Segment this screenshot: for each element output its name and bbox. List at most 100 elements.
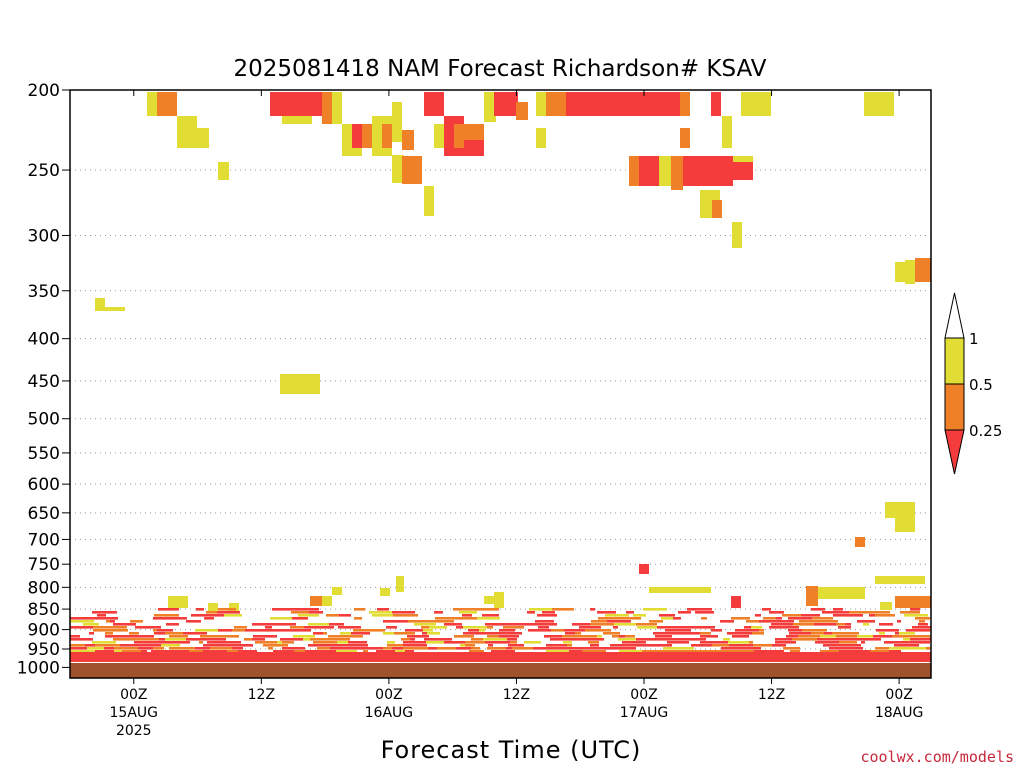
colorbar-bin-orange bbox=[944, 383, 965, 431]
bl-cell-156 bbox=[429, 626, 437, 629]
bl-cell-336 bbox=[282, 641, 294, 644]
bl-cell-251 bbox=[200, 635, 215, 638]
bl-cell-58 bbox=[633, 614, 646, 617]
bl-cell-275 bbox=[798, 635, 816, 638]
bl-cell-254 bbox=[293, 635, 315, 638]
bl-cell-70 bbox=[70, 617, 82, 620]
bl-cell-205 bbox=[788, 629, 802, 632]
bl-cell-246 bbox=[70, 635, 80, 638]
bl-cell-221 bbox=[394, 632, 415, 635]
bl-cell-255 bbox=[328, 635, 340, 638]
bl-cell-348 bbox=[524, 641, 541, 644]
ri-cell-60 bbox=[332, 587, 342, 595]
bl-cell-207 bbox=[876, 629, 899, 632]
bl-cell-465 bbox=[316, 650, 336, 653]
bl-cell-167 bbox=[667, 626, 677, 629]
y-tick-label-450: 450 bbox=[28, 372, 60, 392]
bl-cell-19 bbox=[92, 611, 117, 614]
bl-cell-225 bbox=[467, 632, 491, 635]
ri-cell-70 bbox=[895, 596, 931, 608]
ri-cell-62 bbox=[322, 596, 332, 606]
bl-cell-279 bbox=[857, 635, 867, 638]
bl-cell-326 bbox=[92, 641, 116, 644]
bl-cell-383 bbox=[460, 644, 465, 647]
bl-cell-329 bbox=[174, 641, 178, 644]
bl-cell-309 bbox=[589, 638, 594, 641]
bl-cell-398 bbox=[772, 644, 786, 647]
bl-cell-411 bbox=[210, 647, 232, 650]
bl-cell-312 bbox=[636, 638, 649, 641]
bl-cell-117 bbox=[166, 623, 179, 626]
bl-cell-79 bbox=[435, 617, 455, 620]
bl-cell-186 bbox=[293, 629, 311, 632]
bl-cell-116 bbox=[113, 623, 136, 626]
bl-cell-51 bbox=[393, 614, 403, 617]
bl-cell-202 bbox=[711, 629, 722, 632]
bl-cell-256 bbox=[340, 635, 363, 638]
bl-cell-308 bbox=[568, 638, 589, 641]
bl-cell-321 bbox=[824, 638, 838, 641]
ri-cell-47 bbox=[95, 298, 105, 310]
bl-cell-211 bbox=[105, 632, 113, 635]
bl-cell-11 bbox=[552, 608, 574, 611]
bl-cell-310 bbox=[594, 638, 604, 641]
bl-cell-233 bbox=[700, 632, 711, 635]
bl-cell-57 bbox=[605, 614, 629, 617]
bl-cell-354 bbox=[721, 641, 728, 644]
bl-cell-196 bbox=[564, 629, 581, 632]
bl-cell-5 bbox=[354, 608, 365, 611]
bl-cell-454 bbox=[141, 650, 147, 653]
bl-cell-118 bbox=[252, 623, 277, 626]
bl-cell-136 bbox=[793, 623, 814, 626]
x-tick-label-6-0: 00Z bbox=[885, 687, 912, 703]
ri-cell-51 bbox=[915, 258, 931, 282]
bl-cell-37 bbox=[839, 611, 849, 614]
bl-cell-468 bbox=[376, 650, 395, 653]
bl-cell-82 bbox=[598, 617, 618, 620]
bl-cell-63 bbox=[801, 614, 814, 617]
ri-cell-15 bbox=[402, 130, 414, 150]
bl-cell-130 bbox=[541, 623, 557, 626]
bl-cell-384 bbox=[465, 644, 475, 647]
bl-cell-245 bbox=[899, 632, 915, 635]
x-tick-label-0-1: 15AUG bbox=[110, 705, 159, 721]
bl-cell-430 bbox=[506, 647, 512, 650]
ri-cell-66 bbox=[168, 596, 188, 608]
bl-cell-283 bbox=[911, 635, 920, 638]
bl-cell-262 bbox=[544, 635, 562, 638]
ri-cell-28 bbox=[536, 128, 546, 148]
bl-cell-443 bbox=[829, 647, 838, 650]
bl-cell-343 bbox=[444, 641, 450, 644]
ri-cell-23 bbox=[464, 140, 484, 156]
x-axis-title: Forecast Time (UTC) bbox=[381, 736, 642, 764]
bl-cell-34 bbox=[695, 611, 714, 614]
bl-cell-447 bbox=[906, 647, 926, 650]
ri-cell-13 bbox=[382, 124, 392, 148]
bl-cell-6 bbox=[377, 608, 389, 611]
ri-cell-43 bbox=[733, 156, 753, 162]
bl-cell-362 bbox=[896, 641, 911, 644]
bl-cell-260 bbox=[487, 635, 499, 638]
bl-cell-438 bbox=[663, 647, 674, 650]
ri-cell-71 bbox=[815, 587, 865, 599]
ri-cell-17 bbox=[402, 156, 422, 184]
ri-cell-58 bbox=[731, 596, 741, 608]
bl-cell-152 bbox=[329, 626, 334, 629]
bl-cell-94 bbox=[70, 620, 94, 623]
bl-cell-339 bbox=[348, 641, 367, 644]
bl-cell-111 bbox=[813, 620, 838, 623]
bl-cell-290 bbox=[165, 638, 176, 641]
bl-cell-301 bbox=[410, 638, 415, 641]
bl-cell-457 bbox=[189, 650, 203, 653]
ri-cell-56 bbox=[639, 564, 649, 574]
bl-cell-289 bbox=[159, 638, 165, 641]
bl-cell-292 bbox=[186, 638, 209, 641]
bl-cell-456 bbox=[174, 650, 189, 653]
bl-cell-346 bbox=[485, 641, 510, 644]
bl-cell-237 bbox=[789, 632, 801, 635]
ri-cell-20 bbox=[434, 124, 444, 148]
bl-cell-477 bbox=[642, 650, 664, 653]
bl-cell-50 bbox=[372, 614, 393, 617]
ri-cell-55 bbox=[855, 537, 865, 547]
